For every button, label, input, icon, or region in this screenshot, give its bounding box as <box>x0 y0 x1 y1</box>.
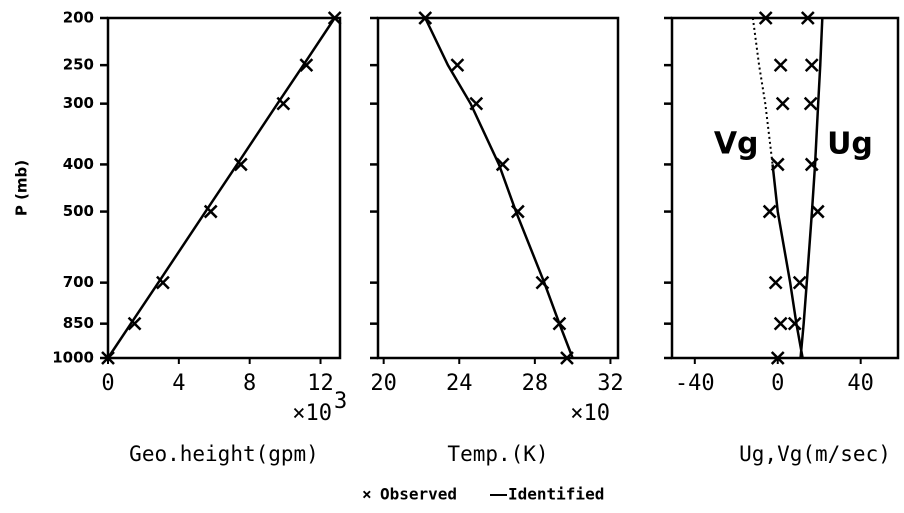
observed-marker <box>758 11 773 25</box>
x-axis-label: Geo.height(gpm) <box>129 442 319 466</box>
plot-frame <box>670 16 900 360</box>
plot-frame <box>106 16 342 360</box>
observed-marker <box>804 157 819 172</box>
x-tick-label: -40 <box>675 371 715 396</box>
observed-marker <box>800 11 815 25</box>
observed-marker <box>787 316 802 331</box>
x-multiplier-exponent: 3 <box>334 389 347 414</box>
x-axis-label: Temp.(K) <box>447 442 548 466</box>
observed-marker <box>327 11 342 25</box>
x-tick-label: 4 <box>172 371 185 396</box>
legend-observed: Observed <box>380 485 457 504</box>
y-tick-label: 200 <box>63 9 94 27</box>
observed-marker <box>762 204 777 219</box>
y-tick-label: 700 <box>63 273 94 291</box>
y-tick-label: 500 <box>63 202 94 220</box>
observed-marker <box>299 58 314 73</box>
x-tick-label: 32 <box>597 371 624 396</box>
observed-marker <box>775 96 790 111</box>
x-tick-label: 40 <box>847 371 874 396</box>
observed-marker <box>770 351 785 365</box>
legend-identified: Identified <box>508 485 604 504</box>
legend: × Observed Identified <box>362 485 604 504</box>
observed-marker <box>804 58 819 73</box>
observed-marker <box>535 275 550 290</box>
observed-marker <box>233 157 248 172</box>
series-annotation: Ug <box>827 127 873 162</box>
observed-marker <box>450 58 465 73</box>
identified-line <box>424 17 574 359</box>
observed-marker <box>127 316 142 331</box>
x-axis-label: Ug,Vg(m/sec) <box>739 442 891 466</box>
identified-line <box>106 17 336 359</box>
observed-marker <box>552 316 567 331</box>
observed-marker <box>560 351 574 365</box>
x-tick-label: 0 <box>101 371 114 396</box>
observed-marker <box>803 96 818 111</box>
series-annotation: Vg <box>714 127 759 162</box>
observed-marker <box>469 96 484 111</box>
x-tick-label: 8 <box>243 371 256 396</box>
legend-observed-symbol: × <box>362 485 372 504</box>
y-tick-label: 400 <box>63 155 94 173</box>
y-tick-label: 850 <box>63 314 94 332</box>
observed-marker <box>792 275 807 290</box>
observed-marker <box>773 316 788 331</box>
observed-marker <box>156 275 170 290</box>
identified-line <box>771 164 804 359</box>
y-tick-label: 300 <box>63 94 94 112</box>
observed-marker <box>495 157 510 172</box>
observed-marker <box>418 11 433 25</box>
x-tick-label: 28 <box>522 371 549 396</box>
observed-marker <box>770 157 785 172</box>
observed-marker <box>810 204 825 219</box>
observed-marker <box>101 351 115 365</box>
x-tick-label: 20 <box>370 371 397 396</box>
x-tick-label: 12 <box>307 371 334 396</box>
identified-line <box>799 17 824 359</box>
y-tick-label: 1000 <box>52 349 94 367</box>
x-multiplier: ×10 <box>570 401 610 426</box>
y-tick-label: 250 <box>63 56 94 74</box>
observed-marker <box>773 58 788 73</box>
x-tick-label: 24 <box>446 371 473 396</box>
observed-marker <box>276 96 291 111</box>
x-tick-label: 0 <box>771 371 784 396</box>
observed-marker <box>203 204 218 219</box>
y-axis-label: P (mb) <box>13 160 31 216</box>
observed-marker <box>768 275 783 290</box>
x-multiplier: ×10 <box>292 401 332 426</box>
observed-marker <box>510 204 525 219</box>
plot-frame <box>376 16 620 360</box>
